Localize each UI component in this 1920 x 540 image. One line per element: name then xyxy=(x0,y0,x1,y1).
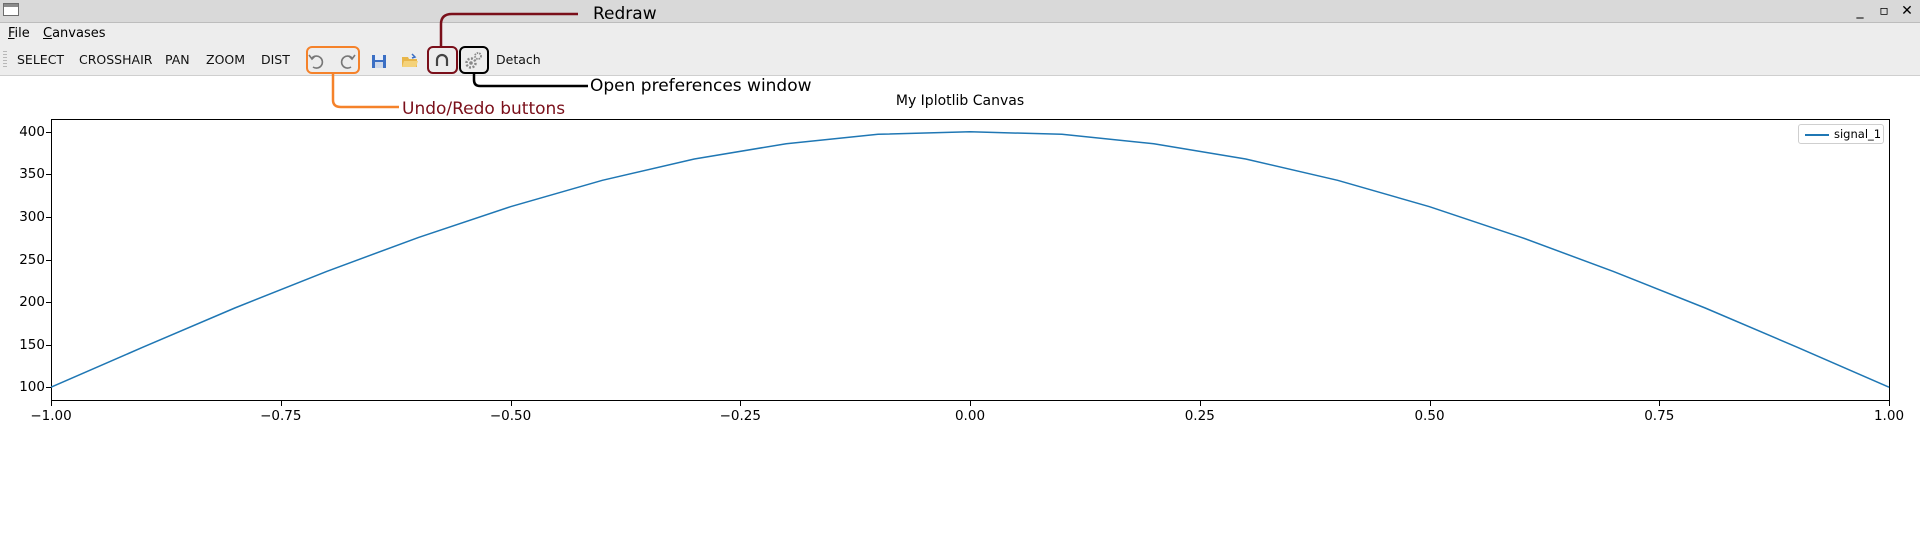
legend: signal_1 xyxy=(1798,124,1884,144)
y-tick-label: 200 xyxy=(19,294,45,311)
toolbar: SELECT CROSSHAIR PAN ZOOM DIST Detach xyxy=(0,45,1920,76)
undo-icon[interactable] xyxy=(306,51,326,71)
x-tick xyxy=(51,401,52,406)
close-button[interactable]: ✕ xyxy=(1901,3,1913,19)
menu-file[interactable]: File xyxy=(8,26,30,42)
redraw-annotation-label: Redraw xyxy=(593,4,657,24)
x-tick xyxy=(970,401,971,406)
x-tick-label: 0.00 xyxy=(954,408,986,424)
x-tick-label: −0.25 xyxy=(719,408,761,424)
x-tick-label: 1.00 xyxy=(1873,408,1905,424)
preferences-highlight-box xyxy=(459,46,489,74)
y-tick xyxy=(46,302,51,304)
y-tick-label: 400 xyxy=(19,123,45,140)
y-tick xyxy=(46,387,51,389)
maximize-button[interactable]: ▫ xyxy=(1879,3,1889,19)
redraw-icon[interactable] xyxy=(432,51,452,71)
redraw-highlight-box xyxy=(427,46,458,74)
crosshair-mode-button[interactable]: CROSSHAIR xyxy=(79,52,153,67)
x-tick-label: −0.50 xyxy=(489,408,532,424)
x-tick xyxy=(740,401,742,406)
legend-label: signal_1 xyxy=(1834,127,1882,141)
select-mode-button[interactable]: SELECT xyxy=(17,52,65,67)
undo-redo-annotation-label: Undo/Redo buttons xyxy=(402,99,566,119)
x-tick-label: 0.25 xyxy=(1184,408,1215,424)
x-tick xyxy=(510,401,512,406)
x-tick-label: 0.75 xyxy=(1644,408,1675,424)
y-tick xyxy=(46,216,51,218)
chart-title: My Iplotlib Canvas xyxy=(895,93,1025,109)
menu-file-mnemonic: F xyxy=(8,26,15,41)
y-tick-label: 350 xyxy=(19,166,45,183)
x-tick xyxy=(1659,401,1661,406)
menu-canvases-rest: anvases xyxy=(52,26,106,41)
x-tick-label: −0.75 xyxy=(260,408,302,424)
dist-mode-button[interactable]: DIST xyxy=(261,52,290,67)
y-tick xyxy=(46,131,51,133)
gear-icon[interactable] xyxy=(463,51,483,71)
open-folder-icon[interactable] xyxy=(400,51,420,71)
y-tick-label: 300 xyxy=(19,208,45,225)
toolbar-handle[interactable] xyxy=(3,51,7,69)
y-tick xyxy=(46,174,51,176)
redraw-connector xyxy=(439,12,578,46)
undo-redo-connector xyxy=(331,74,399,109)
x-tick-label: 0.50 xyxy=(1414,408,1445,424)
x-tick xyxy=(1199,401,1201,406)
x-tick xyxy=(280,401,282,406)
y-tick xyxy=(46,259,51,261)
pan-mode-button[interactable]: PAN xyxy=(165,52,190,67)
detach-button[interactable]: Detach xyxy=(496,52,541,67)
y-tick-label: 100 xyxy=(19,379,45,396)
legend-line-swatch xyxy=(1805,134,1829,136)
menu-canvases[interactable]: Canvases xyxy=(43,26,106,42)
app-window-icon xyxy=(3,3,19,16)
preferences-annotation-label: Open preferences window xyxy=(590,76,812,96)
menu-file-rest: ile xyxy=(14,26,30,41)
preferences-connector xyxy=(472,74,588,88)
zoom-mode-button[interactable]: ZOOM xyxy=(206,52,246,67)
title-bar: _ ▫ ✕ xyxy=(0,0,1920,23)
minimize-button[interactable]: _ xyxy=(1856,3,1864,19)
plot-area[interactable] xyxy=(51,119,1890,401)
x-tick xyxy=(1429,401,1431,406)
x-tick xyxy=(1889,401,1890,406)
undo-redo-highlight-box xyxy=(306,46,360,74)
y-tick-label: 150 xyxy=(19,336,45,353)
x-tick-label: −1.00 xyxy=(30,408,72,424)
menu-canvases-mnemonic: C xyxy=(43,26,53,41)
y-tick xyxy=(46,344,51,346)
menu-bar: File Canvases xyxy=(0,23,1920,45)
y-tick-label: 250 xyxy=(19,251,45,268)
redo-icon[interactable] xyxy=(338,51,358,71)
save-icon[interactable] xyxy=(369,51,389,71)
